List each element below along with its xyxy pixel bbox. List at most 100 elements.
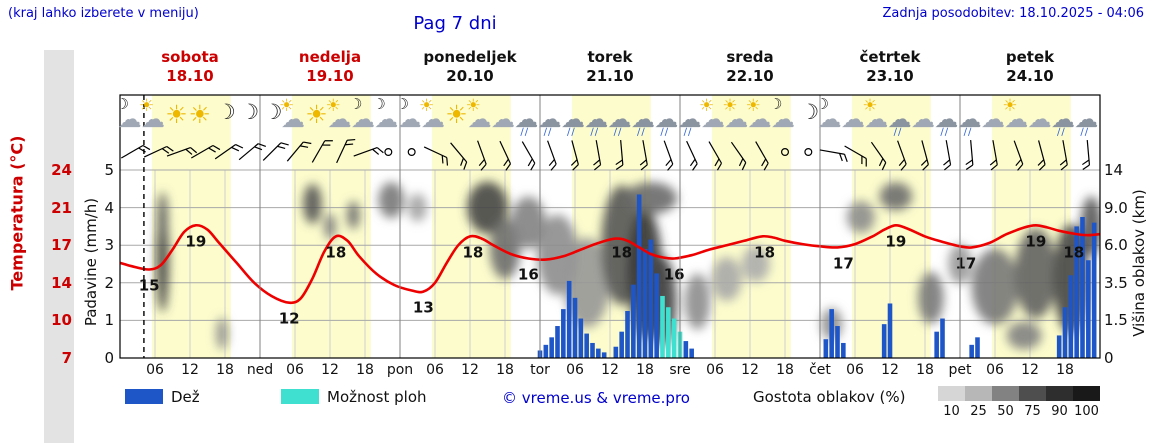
temperature-value-label: 17 — [833, 254, 854, 272]
wind-barb-icon — [286, 141, 312, 162]
density-swatch-25 — [965, 386, 992, 401]
calm-wind-icon — [407, 148, 416, 157]
rain-bar — [613, 346, 619, 358]
rain-bar — [631, 284, 636, 358]
x-tick-label: 12 — [321, 362, 339, 378]
wind-barb-icon — [353, 146, 384, 157]
x-tick-label: 18 — [636, 362, 654, 378]
wind-barb-icon — [819, 149, 848, 163]
temperature-value-label: 19 — [885, 232, 906, 250]
x-tick-label: 12 — [881, 362, 899, 378]
rain-bar — [683, 341, 689, 358]
x-day-label: tor — [530, 362, 550, 378]
wind-barb-icon — [663, 140, 674, 171]
x-tick-label: 06 — [986, 362, 1004, 378]
temperature-value-label: 15 — [139, 277, 160, 295]
rain-bar — [887, 303, 893, 358]
day-header-torek: torek 21.10 — [586, 48, 634, 85]
rain-bar — [1068, 275, 1074, 358]
wind-barb-icon — [686, 140, 698, 171]
calm-wind-icon — [804, 148, 813, 157]
wind-barb-icon — [615, 139, 624, 171]
x-tick-label: 18 — [356, 362, 374, 378]
shower-legend-label: Možnost ploh — [327, 388, 427, 406]
temperature-value-label: 16 — [518, 265, 539, 283]
wind-barb-icon — [477, 140, 487, 171]
rain-bar — [1074, 226, 1079, 358]
temperature-axis-strip — [44, 50, 74, 443]
wind-barb-icon — [870, 141, 887, 171]
rain-bar — [841, 342, 846, 358]
wind-barb-icon — [166, 146, 198, 157]
wind-barb-icon — [730, 141, 747, 171]
cloud-density-tick-labels: 10 25 50 75 90 100 — [943, 404, 1099, 419]
wind-barbs-row — [121, 138, 1091, 171]
x-tick-label: 06 — [566, 362, 584, 378]
x-tick-label: 18 — [216, 362, 234, 378]
x-tick-label: 06 — [426, 362, 444, 378]
wind-barb-icon — [214, 144, 244, 160]
rain-bar — [1086, 260, 1091, 358]
wind-barb-icon — [1082, 139, 1091, 171]
rain-bar — [1091, 222, 1097, 358]
rain-bar — [654, 273, 659, 358]
day-header-ponedeljek: ponedeljek 20.10 — [423, 48, 517, 85]
rain-bar — [881, 324, 887, 358]
daylight-band — [712, 95, 791, 358]
wind-barb-icon — [1013, 140, 1024, 171]
cloud-density-label: Gostota oblakov (%) — [753, 388, 906, 406]
rain-bar — [648, 239, 654, 358]
credit-link[interactable]: © vreme.us & vreme.pro — [502, 389, 690, 407]
wind-barb-icon — [450, 142, 468, 170]
density-swatch-75 — [1019, 386, 1046, 401]
temperature-value-label: 18 — [1063, 243, 1084, 261]
temperature-value-label: 18 — [462, 243, 483, 261]
wind-barb-icon — [336, 138, 356, 164]
wind-barb-icon — [1037, 140, 1046, 171]
rain-bar — [566, 280, 572, 358]
wind-barb-icon — [965, 139, 974, 171]
wind-barb-icon — [121, 144, 151, 159]
density-swatch-100 — [1073, 386, 1100, 401]
temperature-value-label: 16 — [664, 265, 685, 283]
temperature-value-label: 18 — [611, 243, 632, 261]
calm-wind-icon — [384, 148, 393, 157]
rain-bar — [823, 339, 829, 358]
last-updated-text: Zadnja posodobitev: 18.10.2025 - 04:06 — [882, 6, 1144, 21]
rain-bar — [1056, 335, 1062, 358]
density-swatch-90 — [1046, 386, 1073, 401]
wind-barb-icon — [311, 140, 333, 163]
wind-barb-icon — [238, 143, 267, 161]
rain-bar — [590, 342, 595, 358]
shower-bar — [666, 307, 671, 358]
rain-bar — [619, 331, 624, 358]
wind-barb-icon — [1059, 140, 1068, 171]
x-day-label: čet — [809, 362, 831, 378]
rain-bar — [601, 352, 607, 358]
wind-barb-icon — [262, 142, 289, 161]
temperature-curve — [119, 223, 1101, 305]
temperature-value-label: 13 — [413, 299, 434, 317]
x-tick-label: 12 — [741, 362, 759, 378]
page-title: Pag 7 dni — [413, 13, 497, 34]
rain-bar — [975, 337, 980, 358]
x-tick-label: 12 — [601, 362, 619, 378]
temperature-value-label: 18 — [325, 243, 346, 261]
wind-barb-icon — [943, 140, 952, 171]
wind-barb-icon — [521, 141, 536, 171]
rain-bar — [596, 348, 601, 358]
wind-barb-icon — [423, 146, 449, 166]
wind-barb-icon — [989, 140, 998, 171]
rain-bar — [584, 333, 589, 358]
x-tick-label: 12 — [461, 362, 479, 378]
temperature-value-label: 12 — [279, 310, 300, 328]
x-tick-label: 06 — [146, 362, 164, 378]
calm-wind-icon — [780, 148, 789, 157]
x-day-label: pet — [948, 362, 972, 378]
day-header-četrtek: četrtek 23.10 — [859, 48, 921, 85]
rain-legend-label: Dež — [171, 388, 200, 406]
wind-barb-icon — [708, 141, 723, 171]
rain-bar — [835, 326, 840, 358]
